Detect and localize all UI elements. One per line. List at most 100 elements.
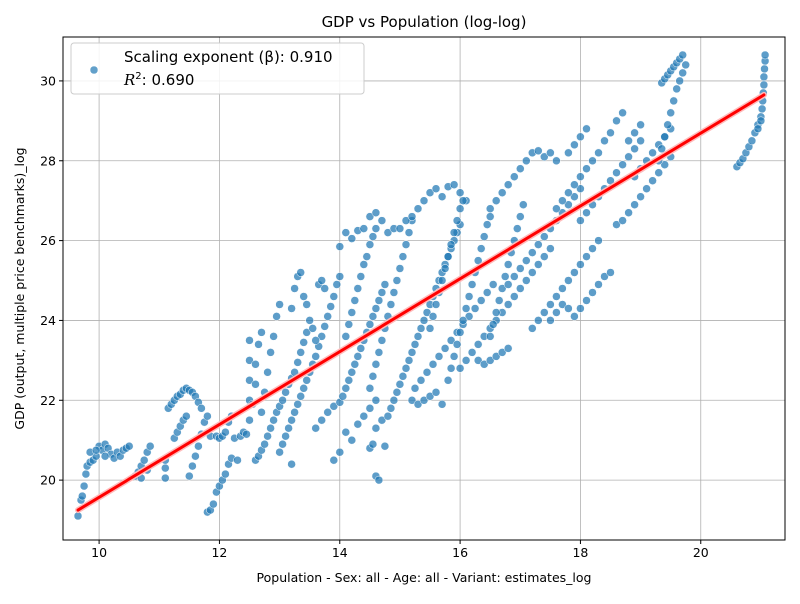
data-point <box>440 344 450 353</box>
y-axis-ticks: 20 22 24 26 28 30 <box>40 73 63 488</box>
data-point <box>576 304 585 313</box>
data-point <box>582 164 591 173</box>
data-point <box>513 224 522 233</box>
data-point <box>371 208 381 217</box>
data-point <box>437 400 447 409</box>
data-point <box>275 447 284 457</box>
data-point <box>302 376 311 385</box>
data-point <box>618 108 627 118</box>
data-point <box>323 408 332 417</box>
data-point <box>759 80 769 90</box>
data-point <box>182 411 191 421</box>
data-point <box>278 396 287 405</box>
data-point <box>383 411 393 421</box>
data-point <box>254 340 263 349</box>
data-point <box>455 188 465 197</box>
data-point <box>263 431 272 441</box>
data-point <box>510 172 519 181</box>
data-point <box>546 300 555 309</box>
data-point <box>341 427 351 437</box>
data-point <box>311 336 320 345</box>
data-point <box>461 304 471 313</box>
data-point <box>365 384 375 393</box>
data-point <box>482 288 492 297</box>
data-point <box>455 328 465 337</box>
data-point <box>404 356 414 365</box>
data-point <box>564 148 573 158</box>
data-point <box>534 240 543 249</box>
data-point <box>576 172 585 181</box>
data-point <box>425 324 435 333</box>
data-point <box>630 144 639 154</box>
data-point <box>443 376 453 385</box>
data-point <box>476 244 486 253</box>
y-tick-label: 22 <box>40 393 56 408</box>
chart-title: GDP vs Population (log-log) <box>322 13 527 31</box>
data-point <box>570 180 579 189</box>
data-point <box>534 260 543 269</box>
data-point <box>522 256 531 265</box>
data-point <box>284 423 293 433</box>
data-point <box>428 360 438 369</box>
legend-box <box>70 42 365 95</box>
data-point <box>600 272 609 281</box>
data-point <box>570 268 579 277</box>
data-point <box>245 376 254 385</box>
data-point <box>317 276 326 285</box>
data-point <box>290 408 299 417</box>
data-point <box>540 152 549 162</box>
data-point <box>124 441 134 451</box>
data-point <box>437 276 447 285</box>
data-point <box>663 120 672 130</box>
data-point <box>540 252 549 261</box>
data-point <box>546 244 555 253</box>
data-point <box>612 116 621 126</box>
data-point <box>272 312 281 321</box>
data-point <box>540 308 549 317</box>
data-point <box>341 228 351 237</box>
data-point <box>161 473 170 483</box>
data-point <box>600 136 609 146</box>
data-point <box>368 312 378 321</box>
gridlines <box>63 37 785 540</box>
data-point <box>666 108 675 118</box>
data-point <box>251 380 260 389</box>
legend-marker <box>89 65 99 75</box>
data-point <box>678 68 687 78</box>
data-point <box>488 320 498 329</box>
data-point <box>540 232 549 241</box>
data-point <box>642 184 651 193</box>
data-point <box>362 252 372 261</box>
data-point <box>389 396 399 405</box>
data-point <box>458 196 468 205</box>
data-point <box>245 415 254 425</box>
data-point <box>305 316 314 325</box>
data-point <box>606 128 615 138</box>
data-point <box>630 200 639 209</box>
data-point <box>413 332 423 341</box>
data-point <box>582 124 591 134</box>
x-tick-label: 10 <box>91 545 107 560</box>
data-point <box>528 248 537 257</box>
data-point <box>311 352 320 361</box>
data-point <box>347 308 357 317</box>
data-point <box>479 232 489 241</box>
data-point <box>73 511 83 521</box>
data-point <box>503 280 513 289</box>
data-point <box>636 192 645 201</box>
data-point <box>455 204 465 213</box>
data-point <box>657 144 666 154</box>
data-point <box>419 196 429 205</box>
data-point <box>139 455 149 465</box>
data-point <box>470 304 480 313</box>
data-point <box>329 455 339 465</box>
data-point <box>479 360 489 369</box>
data-point <box>317 332 326 341</box>
data-point <box>245 356 254 365</box>
data-point <box>296 348 305 357</box>
y-tick-label: 24 <box>40 313 56 328</box>
x-axis-ticks: 10 12 14 16 18 20 <box>91 540 709 560</box>
data-point <box>263 368 272 377</box>
data-point <box>398 372 408 381</box>
